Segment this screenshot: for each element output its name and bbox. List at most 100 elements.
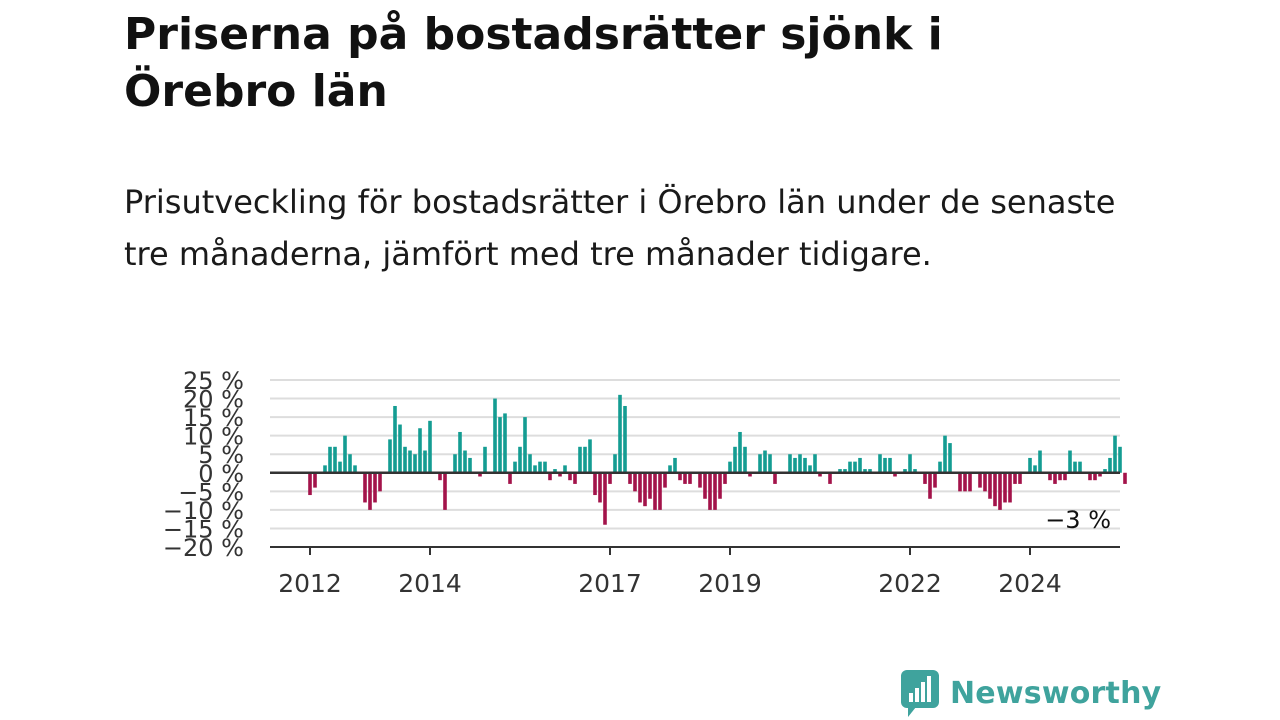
x-tick-label: 2012 [278,569,342,598]
bar [1098,472,1102,477]
bar [638,472,642,503]
bar [903,469,907,473]
bar [583,446,587,473]
bar [698,472,702,488]
bar [373,472,377,503]
bar [543,461,547,473]
bar [603,472,607,525]
bar [613,454,617,473]
bar [683,472,687,484]
bar [568,472,572,481]
bar [348,454,352,473]
x-tick-label: 2019 [698,569,762,598]
x-tick-label: 2017 [578,569,642,598]
bar [1088,472,1092,481]
bar [858,457,862,473]
bar [563,465,567,473]
bar [793,457,797,473]
bar [1053,472,1057,484]
bar [1103,469,1107,473]
bar [933,472,937,488]
bar [618,394,622,473]
y-tick-label: −5 % [178,478,244,506]
bar [663,472,667,488]
bar [498,417,502,473]
bar [983,472,987,492]
bar [958,472,962,492]
bar [533,465,537,473]
y-tick-label: 25 % [183,367,244,395]
bar [418,428,422,473]
bar [353,465,357,473]
bar [453,454,457,473]
bar [963,472,967,492]
bar [408,450,412,473]
bar [1108,457,1112,473]
bar [413,454,417,473]
bar [1038,450,1042,473]
bar [428,420,432,473]
bar [363,472,367,503]
bar [758,454,762,473]
bar [968,472,972,492]
bar [818,472,822,477]
bar [863,469,867,473]
bar [1058,472,1062,481]
bar [1013,472,1017,484]
bar [1068,450,1072,473]
bar [673,457,677,473]
y-tick-label: 10 % [183,423,244,451]
bar [993,472,997,507]
bar [773,472,777,484]
brand-logo: Newsworthy [900,668,1161,718]
bar [468,457,472,473]
bar [548,472,552,481]
bar [478,472,482,477]
bar [538,461,542,473]
y-tick-label: 20 % [183,386,244,414]
bar [1048,472,1052,481]
bar [333,446,337,473]
bar [493,398,497,473]
bar [843,469,847,473]
bar [703,472,707,499]
bar [853,461,857,473]
bar [553,469,557,473]
bar [323,465,327,473]
bars [308,394,1127,525]
bar [908,454,912,473]
x-tick-label: 2022 [878,569,942,598]
bar [798,454,802,473]
x-tick-label: 2024 [998,569,1062,598]
x-tick-label: 2014 [398,569,462,598]
bar [1118,446,1122,473]
bar [728,461,732,473]
bar [503,413,507,473]
bar [593,472,597,496]
bar [848,461,852,473]
bar [1028,457,1032,473]
bar [668,465,672,473]
bar [978,472,982,488]
bar [803,457,807,473]
bar [828,472,832,484]
y-axis-tick-labels: 25 %20 %15 %10 %5 %0 %−5 %−10 %−15 %−20 … [163,367,244,562]
bar [1123,472,1127,484]
bar [598,472,602,503]
bar [313,472,317,488]
bar [718,472,722,499]
bar [713,472,717,510]
bar [1113,435,1117,473]
bar [1008,472,1012,503]
bar [633,472,637,492]
bar [508,472,512,484]
bar [743,446,747,473]
bar [443,472,447,510]
bar [523,417,527,473]
bar [528,454,532,473]
bar [368,472,372,510]
y-tick-label: 15 % [183,404,244,432]
bar [643,472,647,507]
y-tick-label: −20 % [163,534,244,562]
